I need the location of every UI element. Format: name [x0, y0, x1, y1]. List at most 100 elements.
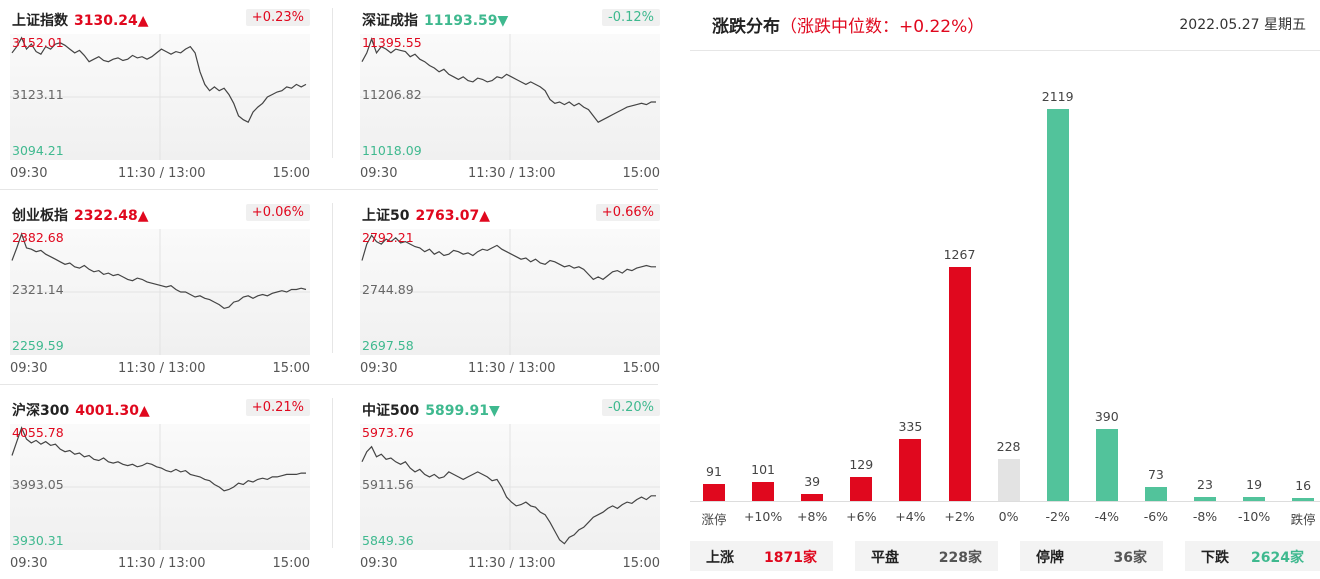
y-mid-label: 3123.11: [12, 87, 64, 102]
distribution-bar[interactable]: [899, 439, 922, 501]
intraday-chart[interactable]: 3152.01 3123.11 3094.21: [10, 34, 310, 160]
index-header: 创业板指 2322.48▲ +0.06%: [10, 199, 310, 225]
index-header: 沪深300 4001.30▲ +0.21%: [10, 394, 310, 420]
index-arrow-icon: ▲: [139, 403, 150, 419]
bar-value-label: 1267: [943, 246, 976, 262]
summary-box[interactable]: 下跌 2624家: [1185, 541, 1320, 571]
time-mid: 11:30 / 13:00: [118, 166, 206, 181]
distribution-bar[interactable]: [1194, 496, 1216, 501]
distribution-bar[interactable]: [1095, 428, 1118, 501]
intraday-chart[interactable]: 11395.55 11206.82 11018.09: [360, 34, 660, 160]
index-header: 中证500 5899.91▼ -0.20%: [360, 394, 660, 420]
bar-category-label: +6%: [846, 509, 877, 524]
summary-value: 36家: [1113, 550, 1147, 566]
column-divider: [332, 203, 333, 353]
distribution-bar[interactable]: [1243, 497, 1266, 501]
intraday-chart[interactable]: 5973.76 5911.56 5849.36: [360, 424, 660, 550]
bar-category-label: 跌停: [1290, 512, 1316, 527]
bar-value-label: 129: [849, 457, 874, 473]
index-panel[interactable]: 上证50 2763.07▲ +0.66% 2792.21 2744.89 2697…: [360, 199, 660, 383]
distribution-bar[interactable]: [801, 493, 824, 501]
bar-category-label: 涨停: [701, 512, 727, 527]
price-line: [361, 234, 656, 281]
time-end: 15:00: [622, 166, 660, 181]
index-panel[interactable]: 深证成指 11193.59▼ -0.12% 11395.55 11206.82 1…: [360, 4, 660, 188]
index-name[interactable]: 上证指数 3130.24▲: [12, 10, 149, 30]
bar-value-label: 19: [1246, 477, 1263, 493]
index-change-badge: -0.20%: [602, 399, 660, 416]
bar-value-label: 390: [1094, 408, 1119, 424]
index-name[interactable]: 创业板指 2322.48▲: [12, 205, 149, 225]
index-change-badge: +0.23%: [245, 9, 310, 26]
bar-value-label: 23: [1197, 476, 1213, 492]
index-arrow-icon: ▼: [497, 13, 509, 29]
y-low-label: 2259.59: [12, 338, 64, 353]
bar-category-label: -10%: [1237, 509, 1271, 524]
distribution-bar[interactable]: [948, 266, 971, 501]
price-line: [11, 36, 307, 124]
summary-box[interactable]: 上涨 1871家: [690, 541, 833, 571]
index-name[interactable]: 深证成指 11193.59▼: [362, 10, 508, 30]
index-price: 4001.30▲: [75, 403, 150, 419]
bar-category-label: +10%: [743, 509, 783, 524]
index-change-badge: -0.12%: [602, 9, 660, 26]
y-high-label: 3152.01: [12, 35, 64, 50]
summary-value: 1871家: [764, 550, 817, 566]
intraday-chart[interactable]: 4055.78 3993.05 3930.31: [10, 424, 310, 550]
distribution-bar[interactable]: [1046, 109, 1069, 501]
index-name[interactable]: 中证500 5899.91▼: [362, 400, 500, 420]
price-line: [361, 37, 656, 123]
index-title: 中证500: [362, 403, 420, 419]
bar-category-label: 0%: [998, 509, 1019, 524]
index-panel[interactable]: 创业板指 2322.48▲ +0.06% 2382.68 2321.14 2259…: [10, 199, 310, 383]
summary-value: 2624家: [1251, 550, 1304, 566]
bar-value-label: 91: [706, 464, 722, 480]
bar-value-label: 335: [898, 419, 923, 435]
index-arrow-icon: ▲: [137, 13, 149, 29]
median-label: （涨跌中位数：+0.22%）: [780, 17, 985, 37]
y-low-label: 2697.58: [362, 338, 414, 353]
time-mid: 11:30 / 13:00: [468, 361, 556, 376]
index-price-value: 4001.30: [75, 403, 139, 419]
index-change-badge: +0.06%: [245, 204, 310, 221]
intraday-chart[interactable]: 2382.68 2321.14 2259.59: [10, 229, 310, 355]
summary-box[interactable]: 停牌 36家: [1020, 541, 1163, 571]
time-mid: 11:30 / 13:00: [118, 556, 206, 571]
time-start: 09:30: [360, 166, 398, 181]
bar-category-label: -8%: [1192, 509, 1218, 524]
summary-value: 228家: [938, 550, 982, 566]
intraday-svg: [10, 34, 310, 160]
summary-box[interactable]: 平盘 228家: [855, 541, 998, 571]
index-panel[interactable]: 中证500 5899.91▼ -0.20% 5973.76 5911.56 584…: [360, 394, 660, 578]
distribution-bar[interactable]: [703, 484, 725, 501]
index-price-value: 11193.59: [424, 13, 498, 29]
distribution-bar[interactable]: [1144, 487, 1167, 501]
y-low-label: 3930.31: [12, 533, 64, 548]
distribution-header: 涨跌分布（涨跌中位数：+0.22%）: [712, 12, 984, 37]
y-low-label: 11018.09: [362, 143, 422, 158]
index-name[interactable]: 上证50 2763.07▲: [362, 205, 490, 225]
header-divider: [690, 50, 1320, 51]
index-panel[interactable]: 上证指数 3130.24▲ +0.23% 3152.01 3123.11 3094…: [10, 4, 310, 188]
price-line: [11, 426, 306, 492]
y-high-label: 4055.78: [12, 425, 64, 440]
time-end: 15:00: [622, 361, 660, 376]
index-header: 上证指数 3130.24▲ +0.23%: [10, 4, 310, 30]
bar-category-label: +8%: [797, 509, 828, 524]
distribution-bar[interactable]: [1292, 498, 1315, 501]
bar-value-label: 2119: [1041, 89, 1074, 104]
distribution-bar[interactable]: [752, 482, 775, 501]
time-mid: 11:30 / 13:00: [468, 556, 556, 571]
time-start: 09:30: [10, 361, 48, 376]
distribution-bar[interactable]: [850, 477, 873, 501]
index-panel[interactable]: 沪深300 4001.30▲ +0.21% 4055.78 3993.05 393…: [10, 394, 310, 578]
index-price-value: 2763.07: [415, 208, 480, 224]
summary-label: 下跌: [1201, 550, 1229, 566]
index-price-value: 3130.24: [74, 13, 138, 29]
distribution-bar[interactable]: [997, 458, 1020, 501]
time-end: 15:00: [272, 556, 310, 571]
index-name[interactable]: 沪深300 4001.30▲: [12, 400, 150, 420]
distribution-title: 涨跌分布: [712, 17, 780, 37]
intraday-chart[interactable]: 2792.21 2744.89 2697.58: [360, 229, 660, 355]
y-low-label: 3094.21: [12, 143, 64, 158]
